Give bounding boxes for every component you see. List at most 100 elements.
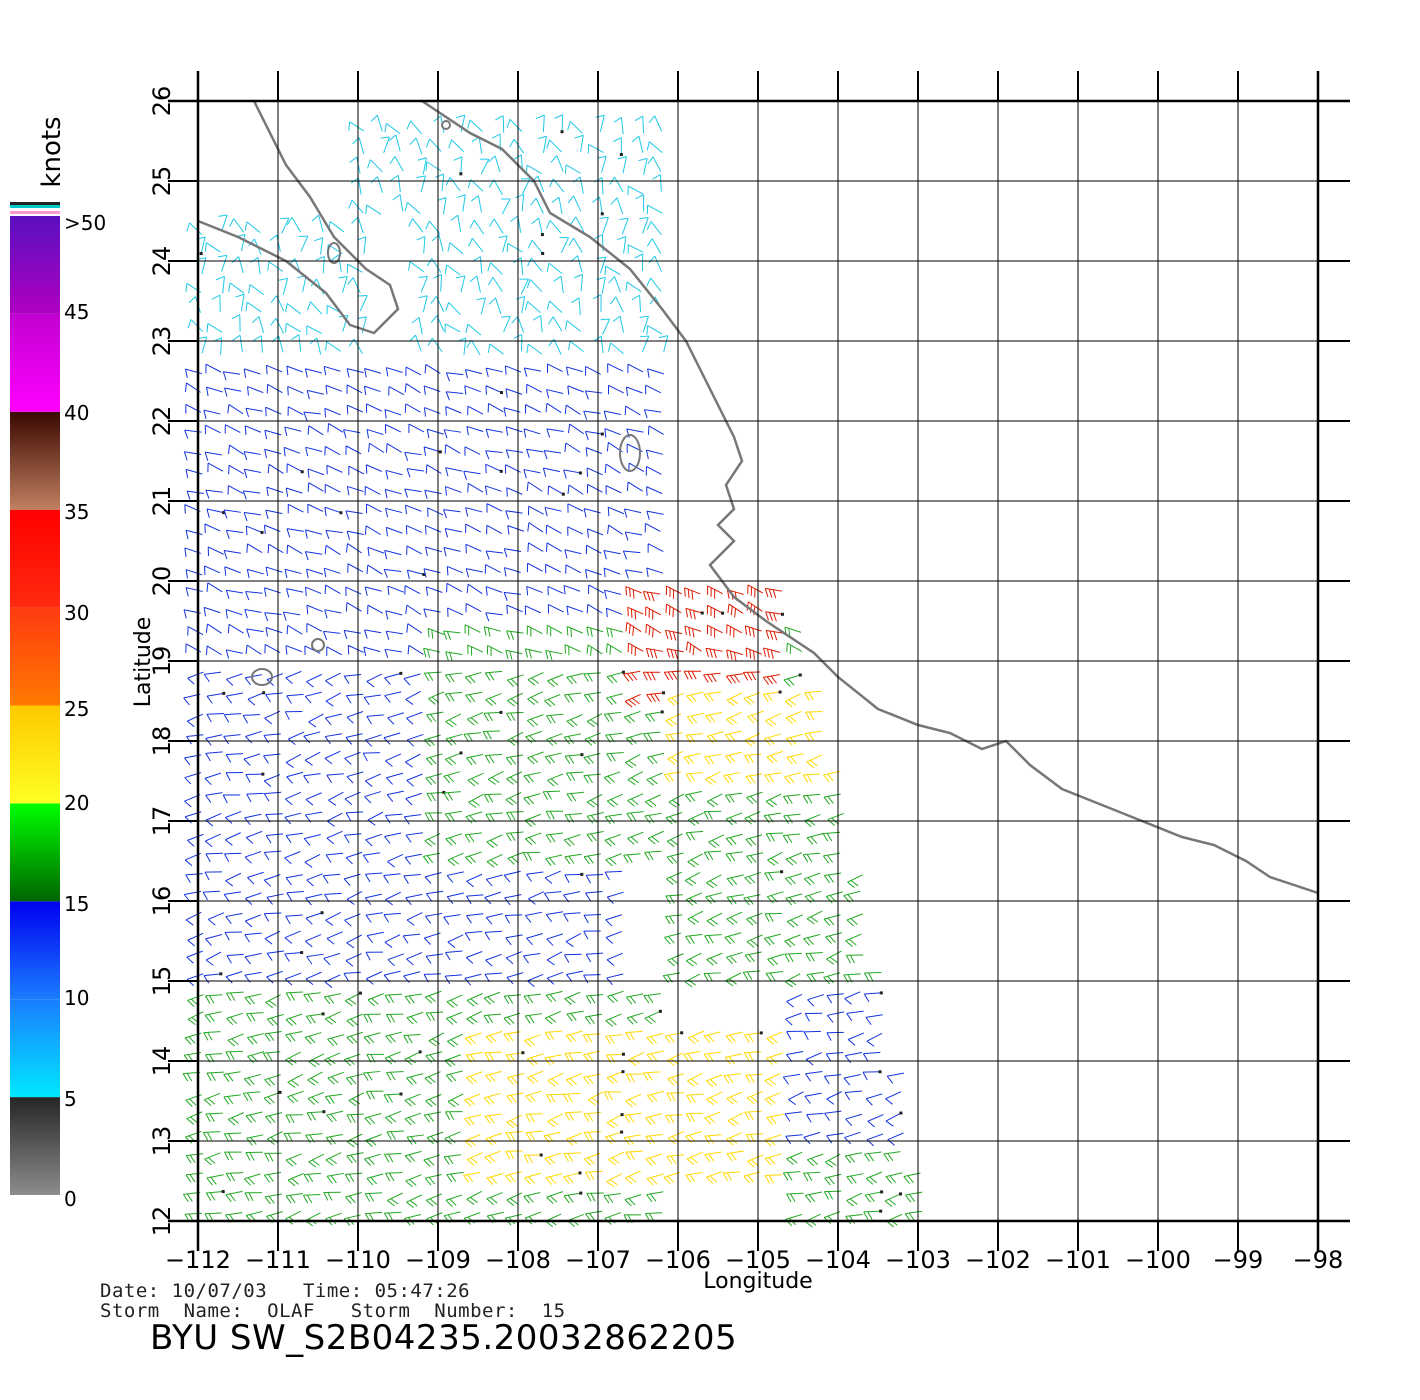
wind-barb	[604, 1130, 624, 1144]
wind-barb	[388, 134, 401, 152]
wind-barb	[482, 730, 501, 740]
wind-barb	[586, 483, 603, 494]
wind-barb	[506, 604, 523, 615]
wind-barb	[206, 691, 226, 704]
wind-barb	[465, 543, 482, 554]
wind-barb	[646, 221, 662, 236]
wind-barb	[466, 1071, 483, 1085]
wind-barb	[746, 791, 763, 805]
wind-barb	[243, 468, 262, 478]
wind-barb	[264, 1152, 282, 1162]
wind-barb	[563, 584, 581, 595]
wind-barb	[307, 503, 324, 514]
longitude-label: −105	[725, 1246, 791, 1274]
wind-barb	[346, 934, 362, 949]
wind-barb	[626, 1012, 644, 1025]
wind-barb	[326, 1172, 344, 1184]
wind-barb	[503, 1012, 521, 1026]
wind-barb	[523, 771, 541, 784]
wind-barb	[345, 811, 364, 821]
wind-barb	[624, 1194, 642, 1207]
wind-barb	[884, 1192, 903, 1207]
wind-barb	[227, 623, 244, 634]
wind-barb	[485, 913, 503, 925]
wind-barb	[564, 953, 582, 963]
wind-barb	[202, 1131, 221, 1141]
wind-barb	[545, 810, 564, 820]
wind-barb	[545, 854, 563, 866]
wind-barb	[743, 692, 761, 705]
colorbar-band	[10, 313, 60, 412]
wind-barb	[646, 1173, 664, 1186]
wind-barb	[803, 934, 821, 946]
wind-barb	[425, 464, 442, 474]
wind-barb	[425, 586, 443, 596]
wind-barb	[645, 449, 663, 460]
wind-barb	[631, 135, 644, 153]
wind-barb	[406, 912, 423, 926]
wind-barb	[246, 543, 263, 554]
island	[327, 242, 341, 264]
map-frame	[168, 71, 1350, 1251]
wind-barb	[785, 852, 803, 866]
wind-barb	[803, 1131, 821, 1145]
wind-barb	[484, 485, 502, 495]
wind-barb	[364, 485, 381, 496]
wind-barb	[665, 1114, 683, 1124]
wind-barb	[363, 1032, 381, 1045]
wind-barb	[285, 670, 302, 684]
colorbar-cap	[10, 205, 60, 208]
latitude-label: 15	[148, 966, 176, 997]
wind-barb	[304, 551, 323, 561]
wind-barb	[367, 993, 384, 1007]
wind-barb	[484, 564, 501, 574]
wind-barb	[467, 405, 484, 416]
wind-barb	[744, 951, 762, 963]
wind-barb	[564, 404, 581, 415]
wind-barb	[383, 912, 401, 923]
wind-barb	[609, 296, 624, 313]
wind-barb	[487, 276, 503, 292]
wind-barb	[764, 913, 783, 922]
wind-barb	[483, 1092, 501, 1105]
wind-barb	[551, 196, 563, 214]
wind-barb	[244, 952, 262, 965]
wind-barb	[365, 403, 382, 413]
wind-barb	[466, 340, 481, 356]
wind-barb	[686, 1093, 704, 1104]
wind-barb	[786, 753, 804, 765]
wind-barb	[306, 325, 323, 335]
wind-barb	[444, 486, 462, 496]
wind-barb	[404, 403, 421, 413]
wind-barb	[765, 971, 784, 982]
wind-barb	[599, 216, 609, 234]
wind-barb	[370, 176, 384, 193]
wind-barb	[225, 649, 244, 659]
wind-barb	[527, 239, 545, 255]
wind-barb	[764, 1072, 781, 1087]
wind-barb	[606, 952, 623, 966]
wind-barb	[324, 609, 342, 619]
wind-barb	[802, 773, 821, 783]
wind-barb	[506, 972, 524, 985]
wind-barb	[365, 503, 382, 514]
wind-barb	[846, 1173, 864, 1185]
wind-barb	[567, 195, 582, 212]
wind-barb	[484, 1150, 501, 1164]
wind-barb	[483, 710, 503, 722]
wind-barb	[445, 302, 461, 316]
wind-barb	[364, 1192, 383, 1202]
wind-barb	[703, 672, 721, 683]
wind-barb	[426, 1131, 444, 1145]
wind-barb	[488, 770, 504, 785]
wind-barb	[864, 1151, 882, 1162]
wind-barb	[244, 813, 262, 826]
wind-barb	[606, 670, 625, 684]
wind-barb	[345, 1073, 363, 1086]
wind-barb	[564, 1051, 582, 1062]
wind-barb	[306, 568, 323, 579]
wind-barb	[666, 871, 683, 885]
wind-barb	[547, 585, 564, 596]
wind-barb	[543, 450, 562, 460]
wind-barb	[306, 389, 324, 400]
